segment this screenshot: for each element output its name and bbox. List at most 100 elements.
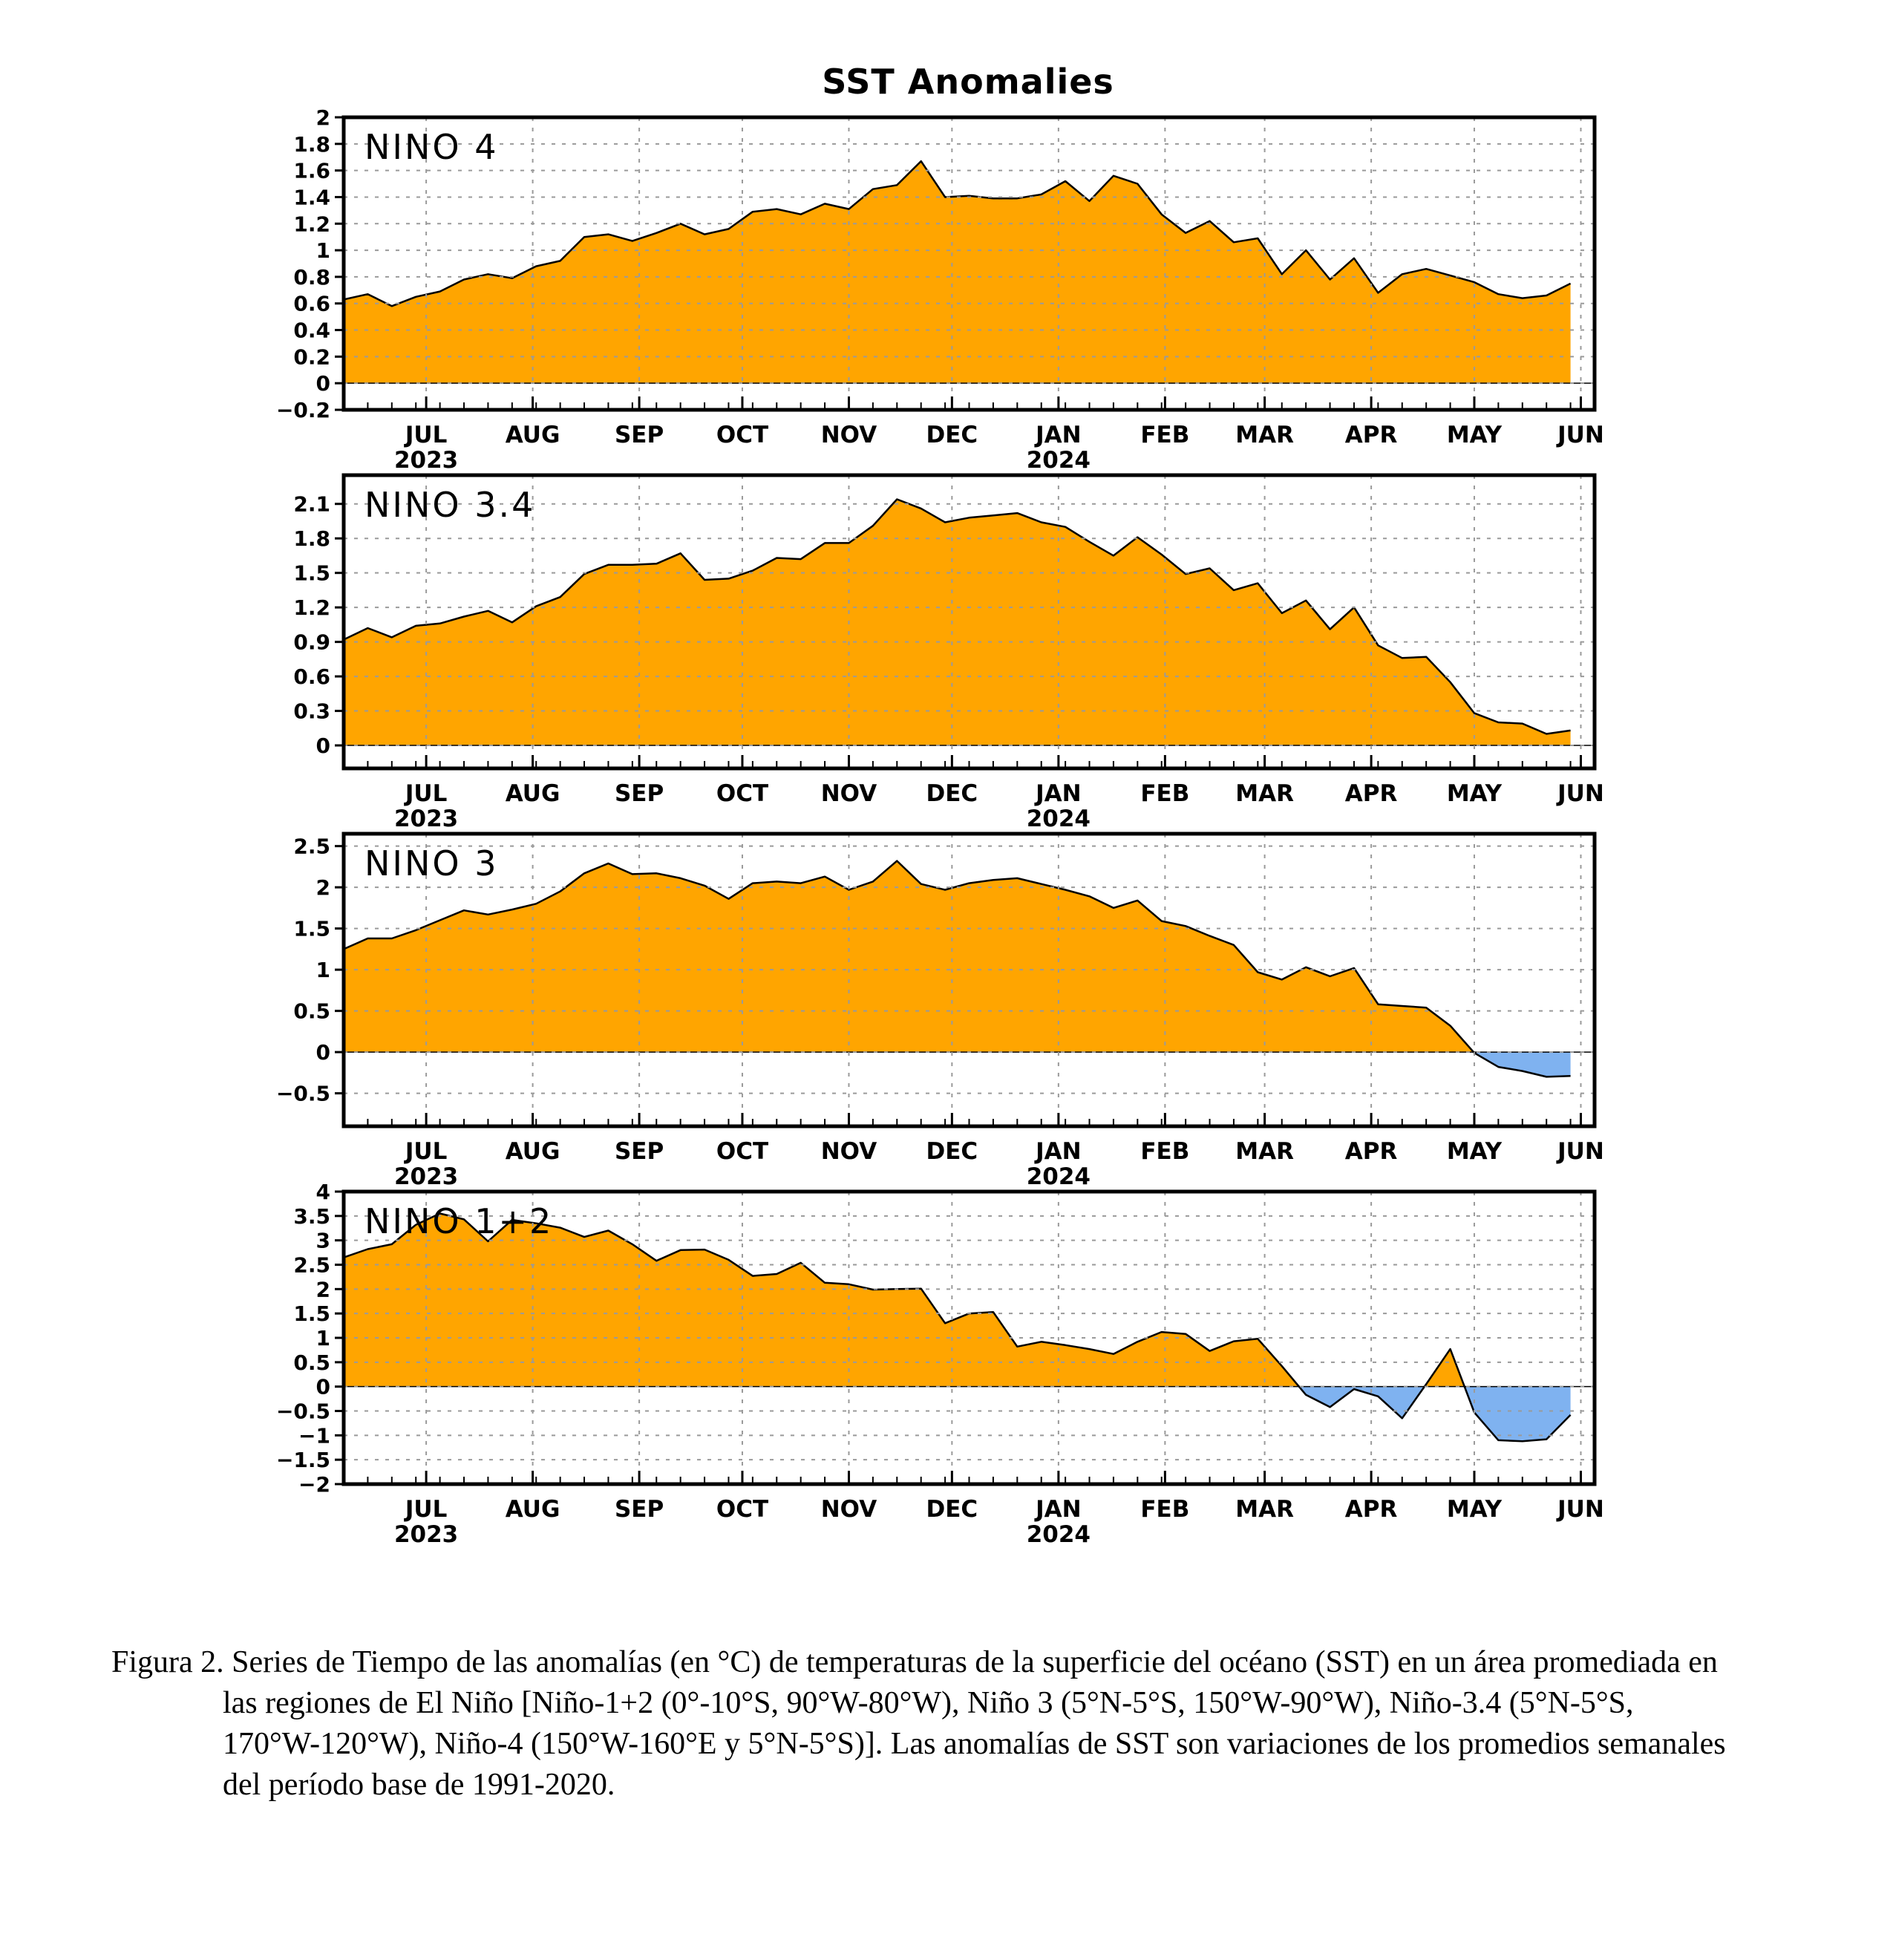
x-tick-label: AUG bbox=[506, 780, 560, 807]
y-tick-label: 0 bbox=[316, 1375, 330, 1399]
x-tick-label: DEC bbox=[926, 1138, 978, 1165]
x-tick-label: SEP bbox=[615, 422, 664, 448]
x-tick-label: NOV bbox=[821, 1138, 877, 1165]
panel-label: NINO 1+2 bbox=[364, 1201, 553, 1241]
y-tick-label: 0 bbox=[316, 734, 330, 758]
y-tick-label: 0.3 bbox=[293, 699, 330, 724]
x-tick-label: NOV bbox=[821, 422, 877, 448]
x-year-label: 2024 bbox=[1027, 1163, 1091, 1190]
x-tick-label: AUG bbox=[506, 1138, 560, 1165]
x-tick-label: DEC bbox=[926, 422, 978, 448]
y-tick-label: −2 bbox=[298, 1472, 330, 1497]
x-tick-label: AUG bbox=[506, 1496, 560, 1523]
x-tick-label: JAN bbox=[1034, 780, 1081, 807]
x-tick-label: FEB bbox=[1140, 780, 1189, 807]
y-axis: −0.200.20.40.60.811.2 1.41.61.82 bbox=[276, 105, 344, 422]
y-tick-label: 1.2 bbox=[293, 212, 330, 236]
x-tick-label: MAR bbox=[1235, 422, 1294, 448]
y-tick-label: 0 bbox=[316, 371, 330, 396]
x-tick-label: MAR bbox=[1235, 1496, 1294, 1523]
x-tick-label: FEB bbox=[1140, 422, 1189, 448]
grid bbox=[344, 1192, 1595, 1484]
x-tick-label: APR bbox=[1345, 1496, 1398, 1523]
x-tick-label: SEP bbox=[615, 1496, 664, 1523]
positive-anomaly-area bbox=[344, 1213, 1465, 1387]
y-tick-label: 2 bbox=[316, 875, 330, 900]
y-tick-label: 3.5 bbox=[293, 1204, 330, 1229]
y-tick-label: 1.5 bbox=[293, 561, 330, 586]
anomaly-series-line bbox=[344, 498, 1571, 735]
x-tick-label: JUN bbox=[1556, 422, 1604, 448]
y-tick-label: 0.5 bbox=[293, 999, 330, 1024]
y-tick-label: 2.5 bbox=[293, 834, 330, 859]
plot-area bbox=[344, 860, 1595, 1078]
x-tick-label: JUN bbox=[1556, 1496, 1604, 1523]
y-tick-label: 0 bbox=[316, 1040, 330, 1065]
x-tick-label: NOV bbox=[821, 780, 877, 807]
positive-anomaly-area bbox=[344, 161, 1571, 384]
x-tick-label: OCT bbox=[716, 422, 768, 448]
x-tick-label: MAR bbox=[1235, 1138, 1294, 1165]
x-year-label: 2024 bbox=[1027, 806, 1091, 832]
y-tick-label: −1 bbox=[298, 1423, 330, 1448]
y-tick-label: 1.6 bbox=[293, 159, 330, 183]
x-tick-label: MAY bbox=[1447, 1138, 1503, 1165]
y-tick-label: 1 bbox=[316, 1326, 330, 1350]
x-tick-label: APR bbox=[1345, 1138, 1398, 1165]
y-tick-label: 2.1 bbox=[293, 492, 330, 517]
y-axis: −2−1.5−1−0.500.511.522.533.54 bbox=[276, 1180, 344, 1497]
x-tick-label: OCT bbox=[716, 1138, 768, 1165]
y-axis: −0.5 0 0.5 1 1.5 2 2.5 bbox=[276, 834, 344, 1106]
x-tick-label: APR bbox=[1345, 422, 1398, 448]
y-tick-label: 0.9 bbox=[293, 630, 330, 655]
negative-anomaly-area bbox=[1298, 1386, 1571, 1442]
y-tick-label: 1.4 bbox=[293, 185, 330, 209]
x-tick-label: JUN bbox=[1556, 1138, 1604, 1165]
x-tick-label: OCT bbox=[716, 1496, 768, 1523]
x-tick-label: OCT bbox=[716, 780, 768, 807]
x-tick-label: JAN bbox=[1034, 1496, 1081, 1523]
panel-label: NINO 4 bbox=[364, 127, 498, 167]
x-year-label: 2024 bbox=[1027, 447, 1091, 474]
x-tick-label: MAY bbox=[1447, 1496, 1503, 1523]
plot-area bbox=[344, 160, 1595, 384]
x-year-label: 2023 bbox=[394, 1521, 458, 1548]
y-tick-label: 1 bbox=[316, 238, 330, 263]
y-tick-label: −0.5 bbox=[276, 1399, 330, 1424]
y-tick-label: −0.5 bbox=[276, 1082, 330, 1106]
x-tick-label: JAN bbox=[1034, 422, 1081, 448]
y-tick-label: 1 bbox=[316, 958, 330, 982]
anomaly-series-line bbox=[344, 860, 1571, 1078]
y-tick-label: 1.8 bbox=[293, 526, 330, 551]
y-tick-label: 1.2 bbox=[293, 595, 330, 620]
x-tick-label: JUL bbox=[404, 780, 447, 807]
plot-area bbox=[344, 1212, 1595, 1443]
y-tick-label: 2 bbox=[316, 1277, 330, 1301]
x-year-label: 2024 bbox=[1027, 1521, 1091, 1548]
figure-title: SST Anomalies bbox=[822, 62, 1114, 102]
x-tick-label: JUN bbox=[1556, 780, 1604, 807]
x-tick-label: SEP bbox=[615, 1138, 664, 1165]
panel-label: NINO 3 bbox=[364, 843, 498, 883]
y-tick-label: −1.5 bbox=[276, 1448, 330, 1472]
grid bbox=[344, 117, 1595, 410]
y-axis: 0 0.3 0.6 0.9 1.2 1.5 1.8 2.1 bbox=[293, 492, 344, 758]
grid bbox=[344, 834, 1595, 1126]
panel-label: NINO 3.4 bbox=[364, 485, 535, 525]
y-tick-label: 1.5 bbox=[293, 917, 330, 941]
sst-anomalies-figure: SST Anomalies −0.200.20.40.60.811.21.41.… bbox=[276, 62, 1604, 1548]
y-tick-label: 3 bbox=[316, 1229, 330, 1253]
y-tick-label: 2 bbox=[316, 105, 330, 130]
plot-area bbox=[344, 498, 1595, 746]
figure-caption: Figura 2. Series de Tiempo de las anomal… bbox=[111, 1645, 1726, 1802]
y-tick-label: −0.2 bbox=[276, 398, 330, 422]
x-year-label: 2023 bbox=[394, 806, 458, 832]
y-tick-label: 1.8 bbox=[293, 132, 330, 157]
x-tick-label: JAN bbox=[1034, 1138, 1081, 1165]
y-tick-label: 0.6 bbox=[293, 292, 330, 316]
y-tick-label: 0.8 bbox=[293, 265, 330, 290]
